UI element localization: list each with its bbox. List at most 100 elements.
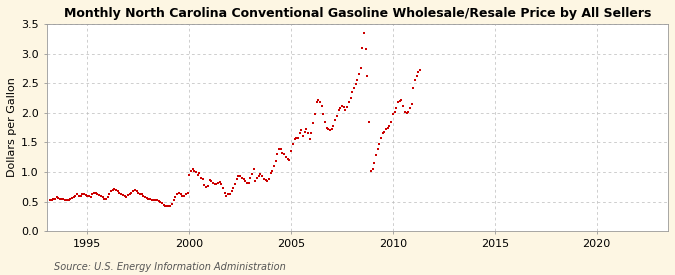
Point xyxy=(321,125,332,130)
Point xyxy=(88,191,99,195)
Point xyxy=(68,195,79,200)
Point xyxy=(238,177,249,181)
Point xyxy=(140,195,151,199)
Point xyxy=(124,192,135,196)
Point xyxy=(289,137,300,142)
Point xyxy=(296,128,306,133)
Y-axis label: Dollars per Gallon: Dollars per Gallon xyxy=(7,78,17,177)
Point xyxy=(264,177,275,181)
Point xyxy=(331,114,342,118)
Point xyxy=(345,96,356,100)
Point xyxy=(200,185,211,189)
Point xyxy=(282,157,293,161)
Point xyxy=(55,196,65,201)
Point xyxy=(410,78,421,82)
Point xyxy=(310,112,321,116)
Point xyxy=(315,100,325,104)
Point xyxy=(313,98,323,102)
Point xyxy=(242,180,252,185)
Point xyxy=(367,167,378,171)
Point xyxy=(169,198,180,203)
Point xyxy=(337,103,348,108)
Point xyxy=(360,46,371,51)
Point xyxy=(347,90,358,94)
Point xyxy=(87,192,98,197)
Point xyxy=(335,106,346,110)
Point xyxy=(236,176,247,180)
Point xyxy=(262,179,273,183)
Point xyxy=(48,197,59,201)
Point xyxy=(281,155,292,159)
Point xyxy=(206,179,217,183)
Point xyxy=(85,195,96,199)
Point xyxy=(372,147,383,152)
Point xyxy=(311,100,322,104)
Point xyxy=(134,192,145,196)
Point xyxy=(160,204,171,208)
Point xyxy=(393,100,404,104)
Point xyxy=(177,193,188,198)
Point xyxy=(218,186,229,190)
Point xyxy=(194,171,205,175)
Point xyxy=(114,191,125,195)
Point xyxy=(389,109,400,114)
Point xyxy=(414,68,425,72)
Point xyxy=(170,195,181,199)
Point xyxy=(355,66,366,70)
Point xyxy=(65,197,76,201)
Point xyxy=(354,72,364,76)
Point xyxy=(228,186,239,190)
Point xyxy=(286,149,296,153)
Point xyxy=(75,194,86,199)
Point xyxy=(318,112,329,116)
Point xyxy=(398,103,408,108)
Point xyxy=(404,106,415,110)
Point xyxy=(202,183,213,188)
Point xyxy=(84,194,95,199)
Point xyxy=(146,198,157,203)
Point xyxy=(408,86,418,90)
Point xyxy=(267,169,277,173)
Point xyxy=(116,192,127,196)
Point xyxy=(184,173,194,177)
Point xyxy=(167,202,178,206)
Point xyxy=(90,191,101,195)
Point xyxy=(350,82,361,87)
Point xyxy=(148,198,159,203)
Point xyxy=(246,172,257,176)
Point xyxy=(243,180,254,185)
Point xyxy=(294,131,305,136)
Point xyxy=(362,74,373,78)
Point xyxy=(381,127,392,131)
Point xyxy=(199,183,210,187)
Point xyxy=(111,188,122,192)
Point xyxy=(277,151,288,155)
Point xyxy=(192,173,203,177)
Point xyxy=(250,179,261,183)
Point xyxy=(225,192,236,196)
Point xyxy=(299,130,310,134)
Point xyxy=(97,195,108,200)
Point xyxy=(377,131,388,136)
Point xyxy=(187,167,198,171)
Point xyxy=(323,127,333,131)
Point xyxy=(51,195,62,200)
Point xyxy=(344,100,354,104)
Point xyxy=(126,191,137,195)
Point xyxy=(338,104,349,109)
Point xyxy=(143,196,154,201)
Point xyxy=(190,170,201,174)
Point xyxy=(57,197,68,201)
Point xyxy=(162,204,173,208)
Point xyxy=(128,189,138,193)
Point xyxy=(265,171,276,175)
Point xyxy=(58,197,69,201)
Point xyxy=(327,127,338,131)
Point xyxy=(259,177,269,181)
Point xyxy=(150,198,161,203)
Point xyxy=(138,193,148,198)
Point xyxy=(374,141,385,146)
Point xyxy=(176,192,186,197)
Point xyxy=(141,196,152,200)
Point xyxy=(121,195,132,200)
